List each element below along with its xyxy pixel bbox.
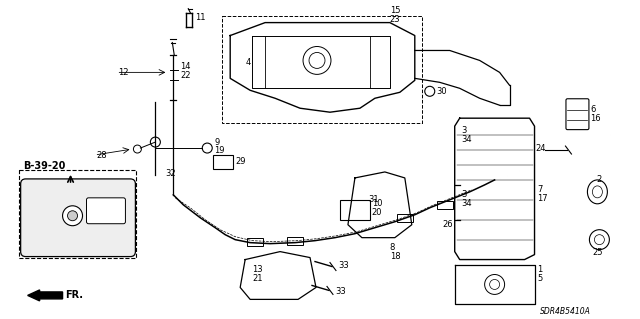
Text: 34: 34: [461, 199, 472, 208]
Text: 25: 25: [593, 248, 603, 257]
Text: 15: 15: [390, 6, 401, 15]
Bar: [222, 16, 422, 123]
Text: 17: 17: [538, 194, 548, 203]
Ellipse shape: [588, 180, 607, 204]
Text: 3: 3: [461, 190, 467, 199]
FancyArrow shape: [28, 290, 63, 301]
Circle shape: [589, 230, 609, 249]
FancyBboxPatch shape: [20, 179, 136, 256]
Circle shape: [202, 143, 212, 153]
Circle shape: [595, 235, 604, 245]
Text: 8: 8: [390, 243, 396, 252]
Text: 14: 14: [180, 62, 191, 71]
Text: 22: 22: [180, 71, 191, 80]
Bar: [19, 170, 136, 257]
Bar: [436, 201, 452, 209]
Text: 19: 19: [214, 145, 225, 154]
Circle shape: [133, 145, 141, 153]
Bar: [397, 214, 413, 222]
Text: 2: 2: [596, 175, 602, 184]
Bar: [247, 238, 263, 246]
Circle shape: [490, 279, 500, 289]
Ellipse shape: [593, 186, 602, 198]
Text: 4: 4: [245, 58, 250, 67]
Text: 10: 10: [372, 199, 382, 208]
Text: 34: 34: [461, 135, 472, 144]
Circle shape: [484, 274, 504, 294]
Text: 24: 24: [536, 144, 546, 152]
Text: SDR4B5410A: SDR4B5410A: [540, 307, 590, 316]
Text: 29: 29: [235, 158, 246, 167]
Text: 31: 31: [368, 195, 378, 204]
Text: 20: 20: [372, 208, 382, 217]
Text: 28: 28: [97, 151, 107, 160]
Text: 7: 7: [538, 185, 543, 194]
Text: 12: 12: [118, 68, 129, 77]
Bar: [213, 155, 233, 169]
Text: 18: 18: [390, 252, 401, 261]
Text: 33: 33: [335, 287, 346, 296]
Text: B-39-20: B-39-20: [22, 161, 65, 171]
Circle shape: [425, 86, 435, 96]
Text: 23: 23: [390, 15, 401, 24]
Text: 9: 9: [214, 137, 220, 146]
Text: 26: 26: [443, 220, 453, 229]
Text: FR.: FR.: [65, 290, 84, 300]
Circle shape: [68, 211, 77, 221]
Text: 16: 16: [591, 114, 601, 123]
Text: 1: 1: [538, 265, 543, 274]
Bar: [287, 237, 303, 245]
Text: 30: 30: [436, 87, 447, 96]
FancyBboxPatch shape: [86, 198, 125, 224]
Circle shape: [303, 47, 331, 74]
Text: 3: 3: [461, 126, 467, 135]
Text: 21: 21: [252, 274, 262, 283]
Circle shape: [309, 52, 325, 68]
Text: 6: 6: [591, 105, 596, 114]
Text: 11: 11: [195, 13, 206, 22]
Text: 13: 13: [252, 265, 263, 274]
Circle shape: [63, 206, 83, 226]
Circle shape: [150, 137, 161, 147]
Bar: [340, 200, 370, 220]
Text: 5: 5: [538, 274, 543, 283]
Text: 32: 32: [165, 169, 176, 178]
FancyBboxPatch shape: [566, 99, 589, 130]
Text: 33: 33: [338, 261, 349, 270]
